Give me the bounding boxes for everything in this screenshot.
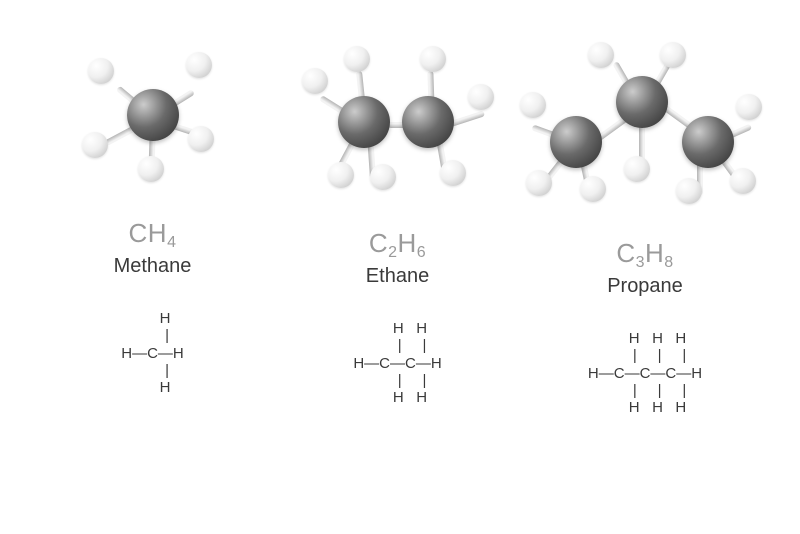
hydrogen-methane-0 xyxy=(88,58,114,84)
hydrogen-methane-1 xyxy=(186,52,212,78)
model-propane xyxy=(520,40,770,210)
model-ethane xyxy=(298,40,498,200)
structural-methane: H | H—C—H | H xyxy=(121,310,184,396)
name-ethane: Ethane xyxy=(366,265,429,288)
hydrogen-ethane-5 xyxy=(370,164,396,190)
hydrogen-methane-2 xyxy=(82,132,108,158)
hydrogen-ethane-6 xyxy=(440,160,466,186)
hydrogen-propane-2 xyxy=(520,92,546,118)
carbon-ethane-1 xyxy=(402,96,454,148)
panel-propane: C3H8 Propane H H H | | | H—C—C—C—H | | | … xyxy=(520,40,770,416)
hydrogen-propane-0 xyxy=(588,42,614,68)
hydrogen-propane-5 xyxy=(580,176,606,202)
carbon-propane-0 xyxy=(550,116,602,168)
formula-ethane: C2H6 xyxy=(369,228,426,259)
hydrogen-ethane-1 xyxy=(344,46,370,72)
hydrogen-propane-8 xyxy=(730,168,756,194)
structural-ethane: H H | | H—C—C—H | | H H xyxy=(353,320,441,406)
carbon-propane-1 xyxy=(616,76,668,128)
carbon-propane-2 xyxy=(682,116,734,168)
hydrogen-propane-3 xyxy=(736,94,762,120)
model-methane xyxy=(78,40,228,190)
panel-ethane: C2H6 Ethane H H | | H—C—C—H | | H H xyxy=(275,40,520,406)
carbon-methane-0 xyxy=(127,89,179,141)
hydrogen-ethane-3 xyxy=(468,84,494,110)
hydrogen-ethane-4 xyxy=(328,162,354,188)
name-propane: Propane xyxy=(607,275,683,298)
structural-propane: H H H | | | H—C—C—C—H | | | H H H xyxy=(588,330,702,416)
carbon-ethane-0 xyxy=(338,96,390,148)
formula-methane: CH4 xyxy=(129,218,177,249)
hydrogen-ethane-0 xyxy=(302,68,328,94)
name-methane: Methane xyxy=(114,255,192,278)
formula-propane: C3H8 xyxy=(616,238,673,269)
hydrogen-methane-4 xyxy=(138,156,164,182)
hydrogen-propane-7 xyxy=(676,178,702,204)
hydrogen-methane-3 xyxy=(188,126,214,152)
hydrogen-ethane-2 xyxy=(420,46,446,72)
hydrogen-propane-4 xyxy=(526,170,552,196)
hydrogen-propane-6 xyxy=(624,156,650,182)
hydrogen-propane-1 xyxy=(660,42,686,68)
panel-methane: CH4 Methane H | H—C—H | H xyxy=(30,40,275,396)
